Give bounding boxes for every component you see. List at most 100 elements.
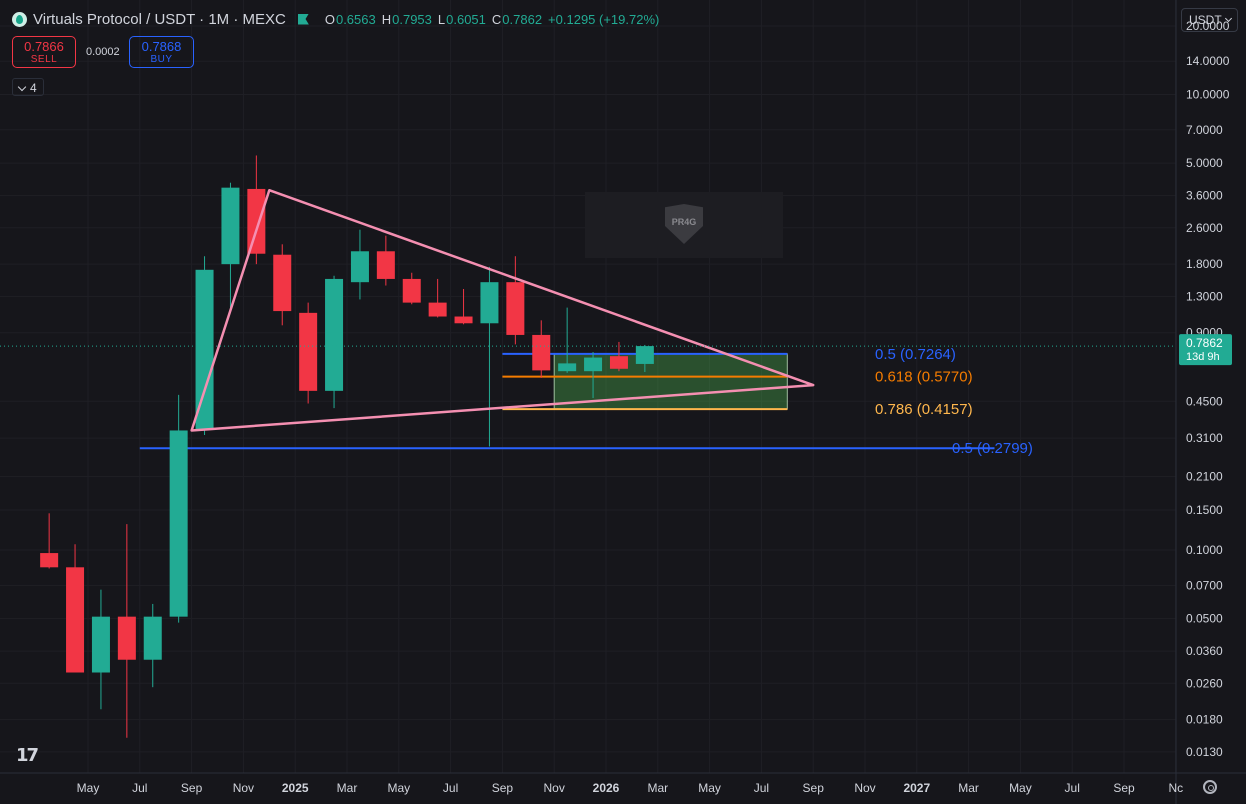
x-tick-label: May [77, 781, 100, 795]
y-tick-label: 0.2100 [1186, 470, 1223, 484]
symbol-title[interactable]: Virtuals Protocol / USDT · 1M · MEXC [33, 10, 286, 28]
symmetrical-triangle[interactable] [190, 188, 815, 432]
x-tick-label: May [1009, 781, 1032, 795]
y-tick-label: 0.1500 [1186, 503, 1223, 517]
y-tick-label: 0.0130 [1186, 745, 1223, 759]
y-tick-label: 0.0500 [1186, 612, 1223, 626]
x-tick-label: Sep [1113, 781, 1135, 795]
candle-body[interactable] [195, 269, 214, 430]
currency-selector[interactable]: USDT [1181, 8, 1238, 32]
candle-body[interactable] [480, 282, 499, 324]
x-tick-label: May [387, 781, 410, 795]
y-tick-label: 0.4500 [1186, 394, 1223, 408]
candle-body[interactable] [273, 254, 292, 312]
y-tick-label: 1.8000 [1186, 257, 1223, 271]
x-tick-label: Nc [1168, 781, 1183, 795]
candle-body[interactable] [247, 188, 266, 254]
y-tick-label: 0.3100 [1186, 431, 1223, 445]
buy-label: BUY [150, 54, 173, 65]
candle-body[interactable] [506, 282, 525, 335]
y-tick-label: 14.0000 [1186, 54, 1230, 68]
candle-body[interactable] [143, 616, 162, 660]
candle-body[interactable] [40, 553, 59, 568]
y-tick-label: 7.0000 [1186, 123, 1223, 137]
sell-label: SELL [30, 54, 58, 65]
indicators-toggle[interactable]: 4 [12, 78, 44, 96]
y-tick-label: 0.0260 [1186, 676, 1223, 690]
x-tick-label: Nov [544, 781, 565, 795]
y-tick-label: 20.0000 [1186, 19, 1230, 33]
x-tick-label: Mar [337, 781, 358, 795]
buy-price: 0.7868 [141, 39, 182, 54]
x-tick-label: Nov [233, 781, 254, 795]
last-price-tag [1179, 334, 1232, 366]
fib-level-label: 0.786 (0.4157) [875, 401, 973, 418]
spread-value: 0.0002 [86, 46, 120, 58]
buy-button[interactable]: 0.7868 BUY [129, 36, 194, 68]
y-tick-label: 3.6000 [1186, 189, 1223, 203]
x-tick-label: 2025 [282, 781, 309, 795]
last-price-value: 0.7862 [1186, 336, 1223, 350]
chevron-down-icon [17, 82, 27, 92]
watermark-shield-icon: PR4G [665, 204, 703, 244]
ohlc-open: 0.6563 [335, 11, 376, 27]
ohlc-high: 0.7953 [392, 11, 432, 27]
candle-body[interactable] [221, 187, 240, 265]
fib-level-label: 0.5 (0.7264) [875, 346, 956, 363]
indicators-count: 4 [30, 81, 37, 95]
candle-body[interactable] [532, 334, 551, 371]
symbol-header: Virtuals Protocol / USDT · 1M · MEXC O0.… [12, 8, 659, 30]
candle-body[interactable] [117, 616, 136, 660]
x-tick-label: Sep [181, 781, 203, 795]
x-tick-label: Jul [132, 781, 147, 795]
tradingview-logo[interactable]: 17 [16, 745, 39, 766]
x-tick-label: Nov [854, 781, 875, 795]
price-change: +0.1295 (+19.72%) [548, 11, 660, 27]
x-tick-label: 2027 [903, 781, 930, 795]
candle-body[interactable] [428, 302, 447, 317]
bar-countdown: 13d 9h [1186, 351, 1220, 363]
candle-body[interactable] [454, 316, 473, 324]
y-tick-label: 0.0180 [1186, 713, 1223, 727]
fib-level-label: 0.5 (0.2799) [952, 440, 1033, 457]
candle-body[interactable] [402, 278, 421, 303]
y-tick-label: 10.0000 [1186, 88, 1230, 102]
candle-body[interactable] [299, 312, 318, 391]
candle-body[interactable] [350, 251, 369, 283]
y-tick-label: 1.3000 [1186, 289, 1223, 303]
fib-level-label: 0.618 (0.5770) [875, 369, 973, 386]
ohlc-low: 0.6051 [446, 11, 486, 27]
x-tick-label: Jul [443, 781, 458, 795]
candle-body[interactable] [325, 278, 344, 391]
candle-body[interactable] [635, 346, 654, 364]
flag-icon[interactable] [297, 13, 309, 25]
ohlc-close: 0.7862 [502, 11, 543, 27]
x-tick-label: 2026 [593, 781, 620, 795]
y-tick-label: 5.0000 [1186, 156, 1223, 170]
virtuals-logo-icon [12, 11, 27, 27]
candle-body[interactable] [91, 616, 110, 673]
candle-body[interactable] [609, 356, 628, 369]
y-tick-label: 2.6000 [1186, 221, 1223, 235]
candle-body[interactable] [169, 430, 188, 617]
x-tick-label: Mar [647, 781, 668, 795]
y-tick-label: 0.1000 [1186, 543, 1223, 557]
dropdown-arrow-icon [1224, 14, 1233, 23]
sell-button[interactable]: 0.7866 SELL [12, 36, 76, 68]
y-tick-label: 0.0700 [1186, 578, 1223, 592]
y-tick-label: 0.0360 [1186, 644, 1223, 658]
x-tick-label: May [698, 781, 721, 795]
x-tick-label: Sep [492, 781, 514, 795]
x-tick-label: Jul [1065, 781, 1080, 795]
candle-body[interactable] [66, 567, 85, 673]
x-tick-label: Mar [958, 781, 979, 795]
x-tick-label: Jul [754, 781, 769, 795]
currency-label: USDT [1189, 13, 1222, 27]
candle-body[interactable] [376, 251, 395, 279]
candle-body[interactable] [558, 363, 577, 372]
x-tick-label: Sep [803, 781, 825, 795]
settings-gear-icon[interactable] [1203, 780, 1217, 794]
sell-price: 0.7866 [24, 39, 64, 54]
candle-body[interactable] [584, 357, 603, 372]
